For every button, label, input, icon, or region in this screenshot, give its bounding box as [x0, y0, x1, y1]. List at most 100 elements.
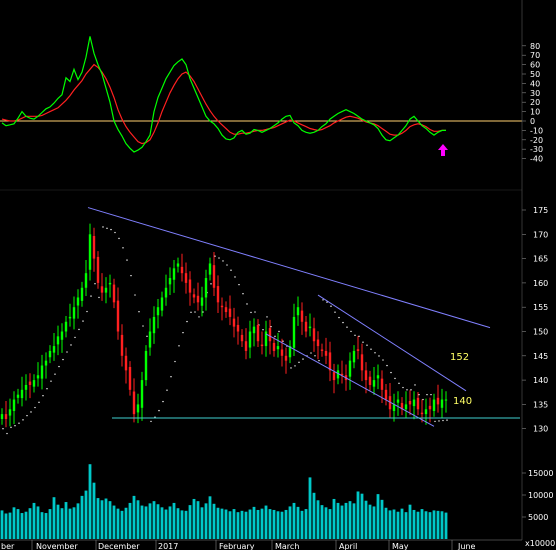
sar-dot [134, 294, 136, 296]
month-label-feb: February [219, 542, 255, 550]
candle-body [428, 405, 432, 410]
sar-dot [2, 428, 4, 430]
candle-body [176, 263, 180, 267]
osc-tick-label: -10 [530, 126, 543, 135]
sar-dot [274, 335, 276, 338]
candle-body [168, 278, 172, 285]
volume-bar [356, 491, 360, 539]
volume-bar [276, 511, 280, 539]
volume-bar [12, 507, 16, 539]
candle-body [368, 376, 372, 385]
sar-dot [126, 259, 128, 261]
candle-body [332, 372, 336, 381]
price-tick-label: 175 [533, 206, 548, 215]
candle-body [228, 308, 232, 317]
osc-tick-label: -30 [530, 145, 543, 154]
volume-bar [396, 511, 400, 539]
sar-dot [390, 371, 392, 374]
osc-tick-label: 10 [530, 108, 540, 117]
volume-bar [372, 506, 376, 539]
sar-dot [110, 228, 112, 231]
candle-body [312, 328, 316, 342]
volume-bar [300, 510, 304, 539]
candle-body [180, 266, 184, 274]
candle-body [72, 307, 76, 319]
price-tick-label: 130 [533, 425, 548, 434]
sar-dot [106, 227, 108, 230]
month-label-apr: April [339, 542, 357, 550]
channel-upper-line [317, 294, 467, 392]
volume-bar [436, 510, 440, 539]
sar-dot [238, 283, 240, 286]
candle-body [260, 344, 264, 347]
volume-bar [304, 509, 308, 539]
candle-body [40, 365, 44, 379]
sar-dot [22, 419, 24, 421]
sar-dot [346, 326, 348, 328]
volume-bar [168, 506, 172, 539]
candle-body [336, 370, 340, 379]
candle-body [108, 282, 112, 285]
candle-body [364, 370, 368, 381]
volume-bar [24, 511, 28, 539]
volume-axis: 15000 10000 5000 [522, 469, 553, 522]
candle-body [132, 391, 136, 415]
sar-dot [350, 330, 352, 333]
sar-dot [10, 426, 12, 429]
volume-bar [296, 506, 300, 539]
candle-body [100, 286, 104, 293]
candle-body [376, 375, 380, 379]
sar-dot [62, 358, 64, 361]
sar-dot [438, 420, 440, 422]
sar-dot [446, 419, 448, 421]
volume-bar [236, 512, 240, 539]
sar-dot [42, 395, 44, 397]
volume-bar [20, 513, 24, 539]
sar-dot [174, 360, 176, 363]
sar-dot [366, 344, 368, 346]
candle-body [112, 284, 116, 303]
candle-body [296, 307, 300, 316]
sar-dot [82, 320, 84, 322]
volume-bar [344, 502, 348, 539]
sar-dot [414, 384, 416, 386]
volume-bar [308, 477, 312, 539]
candle-body [404, 404, 408, 410]
volume-bar [392, 509, 396, 539]
sar-dot [330, 305, 332, 307]
sar-dot [14, 424, 16, 427]
sar-dot [142, 325, 144, 327]
candle-body [84, 273, 88, 288]
volume-bar [340, 505, 344, 539]
volume-bar [284, 509, 288, 539]
candle-body [316, 339, 320, 347]
candle-body [128, 366, 132, 390]
sar-dot [170, 376, 172, 378]
sar-dot [158, 409, 160, 412]
candle-body [136, 404, 140, 413]
volume-bar [420, 509, 424, 539]
volume-bar [220, 508, 224, 539]
osc-tick-label: -20 [530, 136, 543, 145]
volume-bar [28, 508, 32, 539]
sar-dot [178, 345, 180, 347]
month-label-2017: 2017 [158, 542, 178, 550]
price-tick-label: 170 [533, 230, 548, 239]
candle-body [292, 316, 296, 348]
volume-bar [44, 513, 48, 539]
channel-lower-line [265, 333, 435, 427]
volume-bar [244, 511, 248, 539]
volume-tick-label: 10000 [528, 491, 553, 500]
sar-dot [118, 237, 120, 240]
candle-body [208, 263, 212, 275]
price-tick-label: 145 [533, 352, 548, 361]
candle-body [60, 331, 64, 340]
volume-bar [176, 508, 180, 539]
candle-body [444, 399, 448, 401]
candle-body [124, 355, 128, 371]
volume-bar [292, 502, 296, 539]
candle-body [144, 350, 148, 381]
volume-panel: 15000 10000 5000 x10000 [0, 464, 555, 548]
